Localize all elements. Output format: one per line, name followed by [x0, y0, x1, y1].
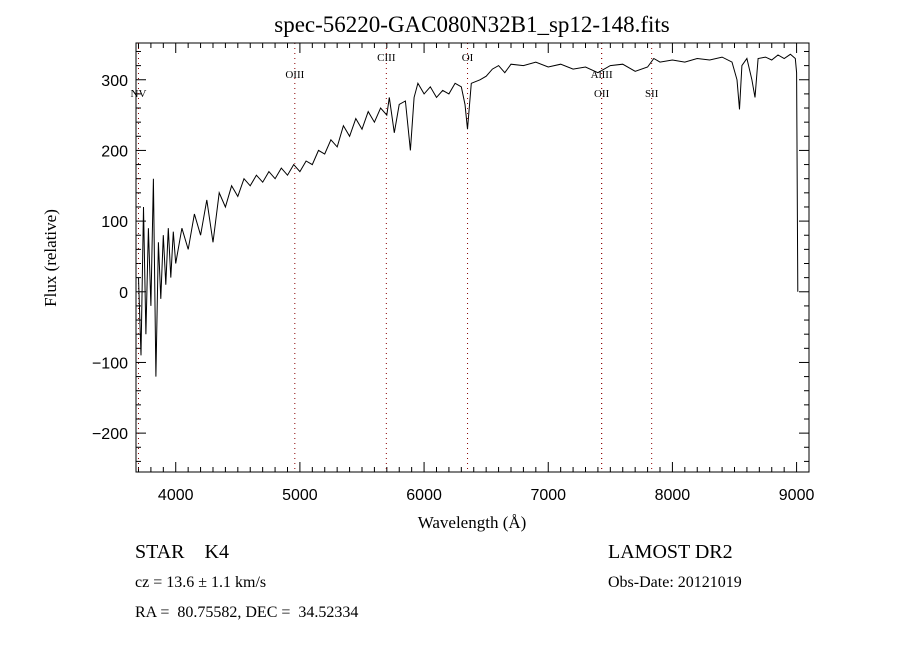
y-tick-label: 300: [101, 73, 128, 90]
plot-frame: [135, 42, 810, 473]
x-tick-label: 9000: [779, 487, 815, 504]
x-tick-label: 7000: [530, 487, 566, 504]
y-tick-label: −200: [92, 426, 128, 443]
y-tick-label: −100: [92, 355, 128, 372]
x-tick-label: 5000: [282, 487, 318, 504]
y-axis-label: Flux (relative): [41, 209, 60, 307]
spectrum-line: [138, 53, 799, 377]
obs-date: Obs-Date: 20121019: [608, 574, 742, 591]
redshift-cz: cz = 13.6 ± 1.1 km/s: [135, 574, 267, 591]
y-tick-label: 0: [119, 285, 128, 302]
object-class: STAR K4: [135, 541, 229, 563]
line-label-oiii: OIII: [285, 69, 304, 81]
coordinates: RA = 80.75582, DEC = 34.52334: [135, 604, 359, 621]
line-label-nv: NV: [131, 88, 147, 100]
line-label-oii: OII: [594, 88, 610, 100]
chart-title: spec-56220-GAC080N32B1_sp12-148.fits: [274, 12, 669, 37]
line-label-ciii: CIII: [377, 52, 396, 64]
survey-name: LAMOST DR2: [608, 541, 733, 563]
x-tick-label: 4000: [158, 487, 194, 504]
line-label-oi: OI: [462, 52, 474, 64]
y-tick-label: 200: [101, 143, 128, 160]
x-tick-label: 6000: [406, 487, 442, 504]
line-label-sii: SII: [645, 88, 659, 100]
axis-ticks: 4000 5000 6000 7000 8000 9000 −200 −100 0 100 200 3…: [92, 43, 815, 504]
x-tick-label: 8000: [655, 487, 691, 504]
x-axis-label: Wavelength (Å): [418, 513, 527, 532]
y-tick-label: 100: [101, 214, 128, 231]
